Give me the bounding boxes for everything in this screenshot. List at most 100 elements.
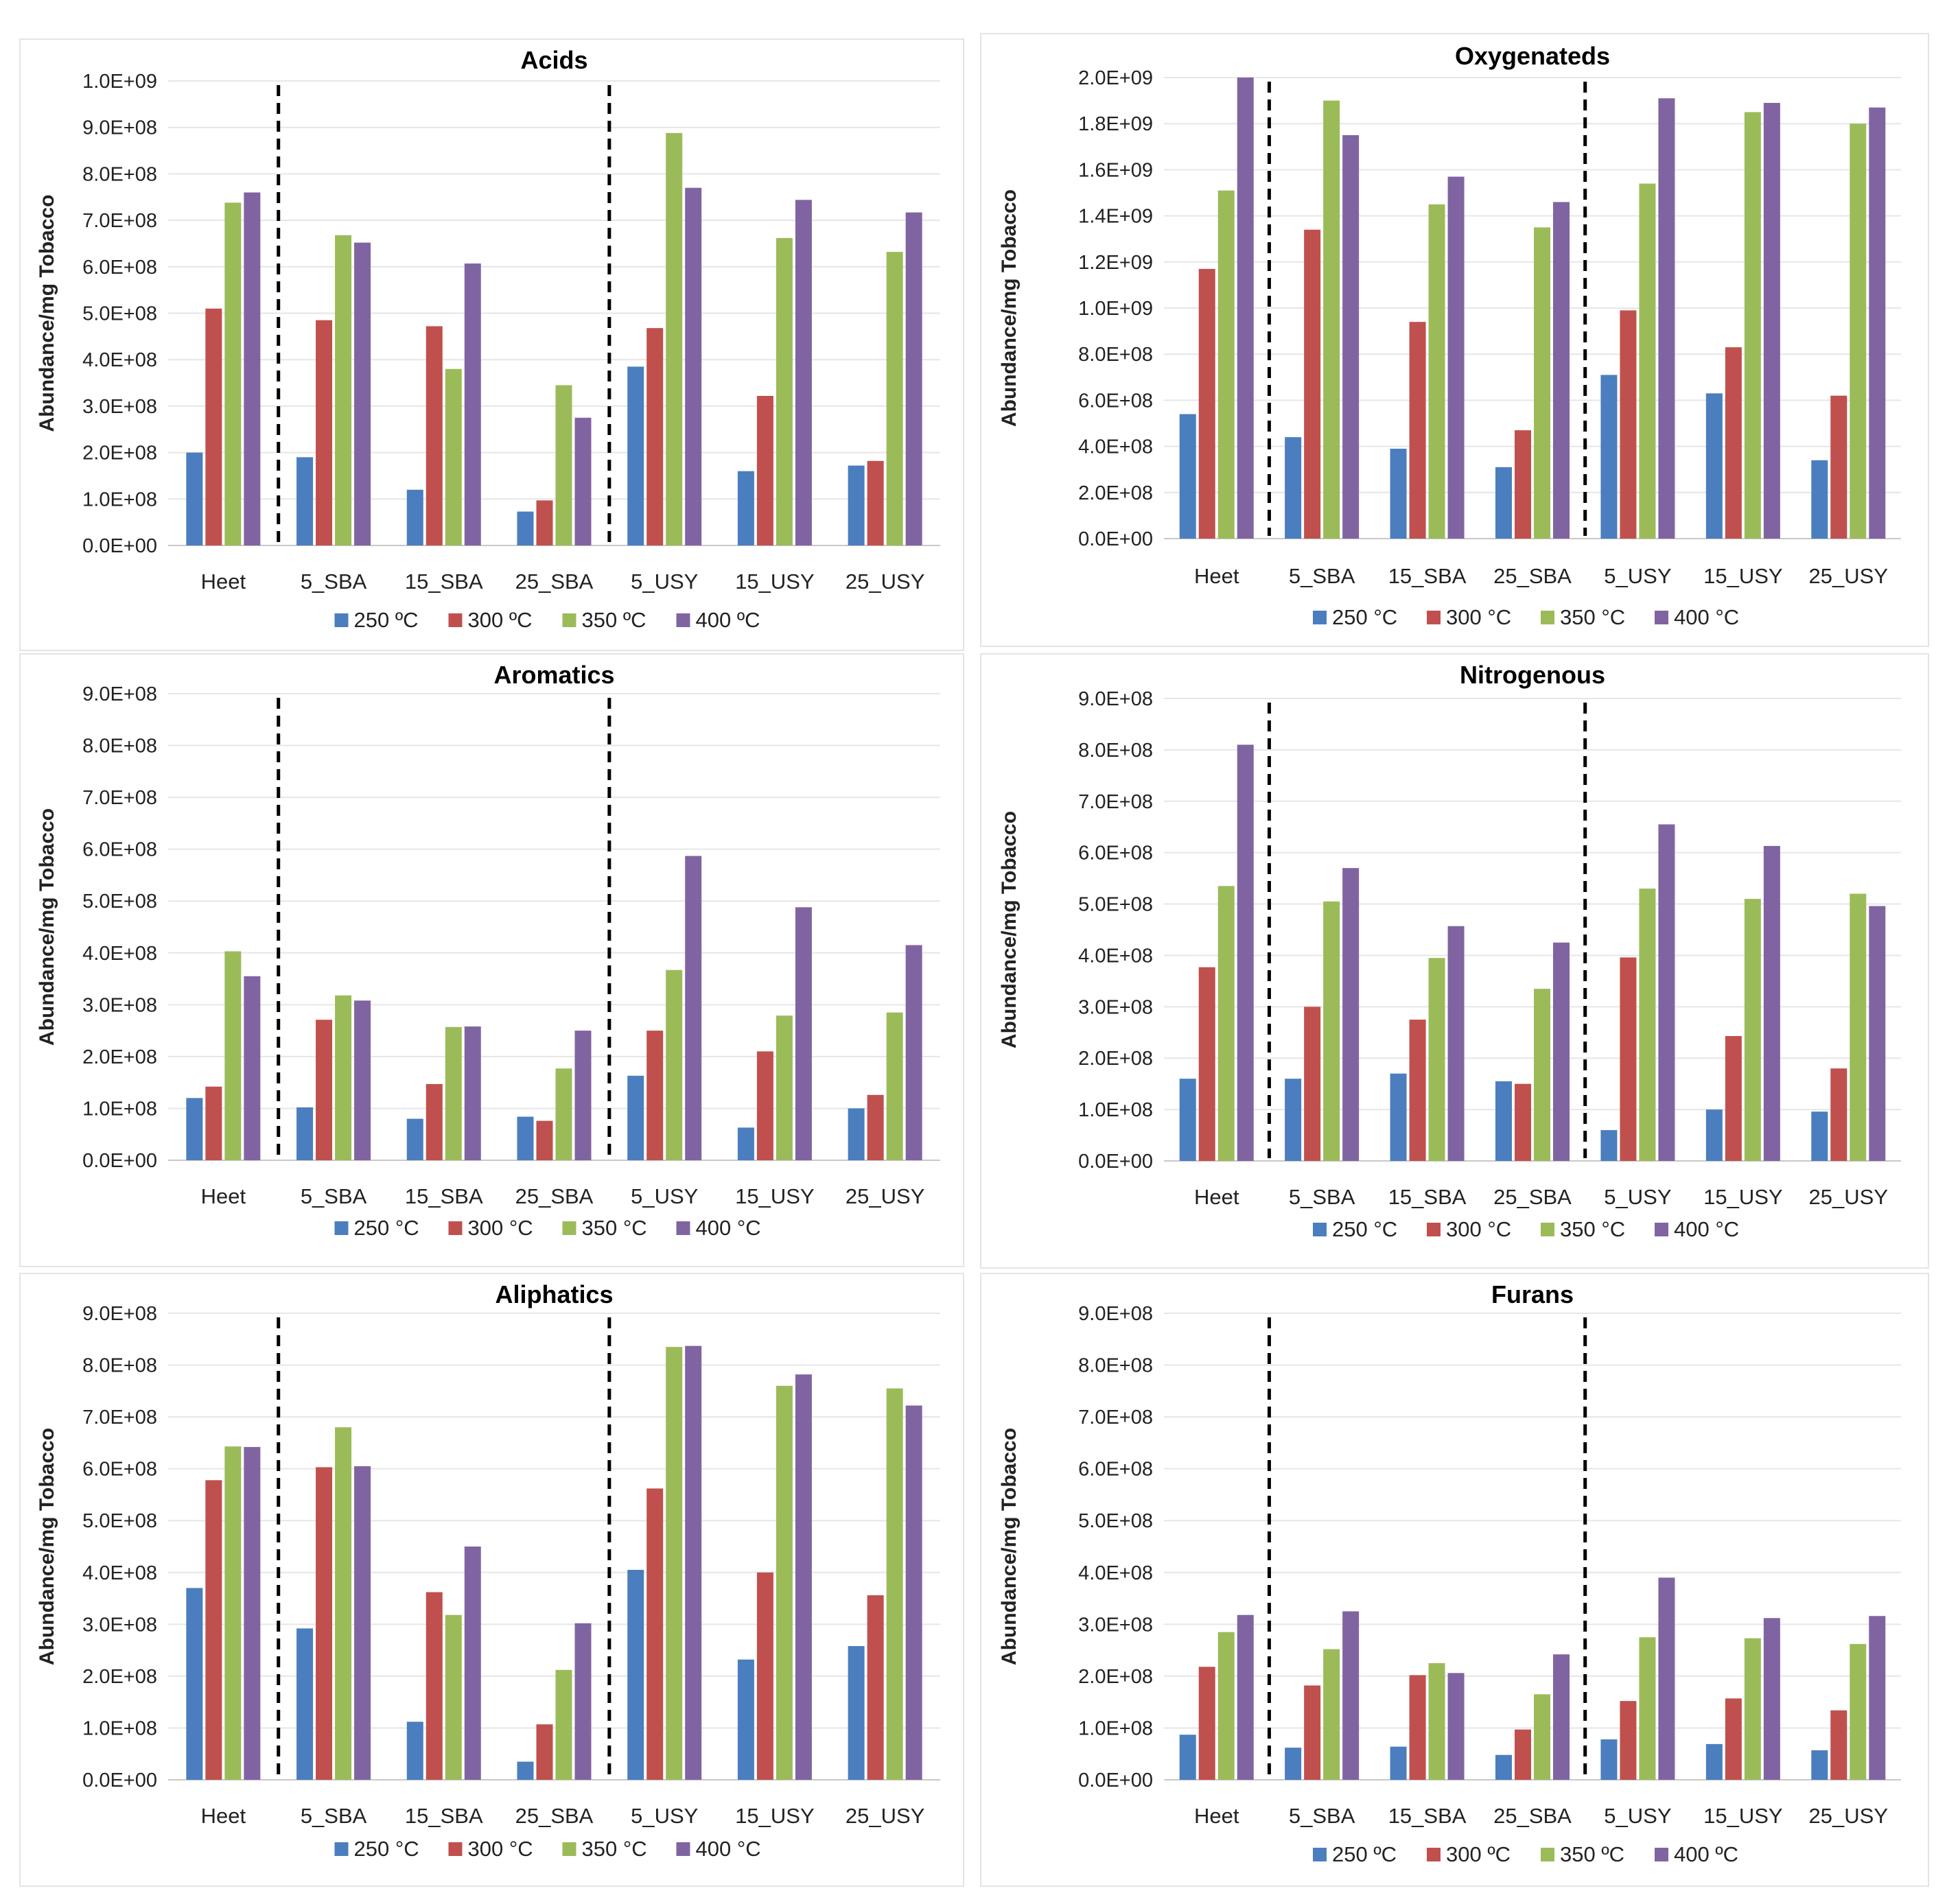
legend-label: 250 °C	[354, 1837, 419, 1861]
bar-25-usy-series-1	[1811, 1112, 1828, 1161]
y-tick-label: 7.0E+08	[1078, 1407, 1153, 1429]
y-tick-label: 8.0E+08	[82, 1355, 157, 1377]
bar-25-sba-series-1	[517, 511, 534, 545]
y-axis-label: Abundance/mg Tobacco	[998, 189, 1021, 427]
bar-heet-series-2	[1198, 268, 1215, 539]
bar-25-usy-series-2	[867, 1595, 884, 1780]
bar-5-sba-series-3	[1323, 1649, 1340, 1780]
bar-heet-series-1	[186, 1098, 203, 1160]
category-label-15-usy: 15_USY	[735, 1804, 814, 1828]
y-tick-label: 6.0E+08	[82, 1459, 157, 1481]
chart-svg: Aromatics 0.0E+00 1.0E+08 2.0E+08 3.0E+08 4.0…	[36, 661, 940, 1240]
legend-label: 400 ºC	[1674, 1842, 1738, 1866]
legend-label: 400 °C	[696, 1837, 761, 1861]
y-tick-label: 5.0E+08	[82, 303, 157, 325]
legend-label: 350 °C	[582, 1216, 647, 1240]
bar-heet-series-2	[205, 308, 222, 545]
bar-25-usy-series-4	[905, 1405, 922, 1780]
bar-25-sba-series-3	[555, 385, 572, 545]
bar-5-sba-series-4	[354, 1000, 371, 1160]
bar-25-usy-series-3	[886, 1012, 903, 1160]
bar-5-usy-series-3	[1639, 889, 1656, 1161]
category-label-5-sba: 5_SBA	[1289, 564, 1355, 588]
bar-25-sba-series-4	[574, 417, 592, 545]
bar-15-usy-series-4	[1763, 1618, 1780, 1780]
bar-5-sba-series-2	[1304, 1007, 1321, 1161]
bar-15-usy-series-4	[1763, 845, 1780, 1161]
bar-15-usy-series-1	[737, 1659, 754, 1780]
y-tick-label: 5.0E+08	[82, 1510, 157, 1532]
bar-15-usy-series-2	[756, 1572, 773, 1780]
bar-25-sba-series-2	[1515, 1083, 1531, 1161]
y-tick-label: 9.0E+08	[1078, 1303, 1153, 1325]
bar-15-usy-series-1	[737, 471, 754, 545]
bar-25-usy-series-2	[1830, 1068, 1847, 1161]
bar-5-usy-series-2	[646, 1488, 664, 1780]
bar-15-usy-series-3	[776, 237, 793, 545]
bar-25-usy-series-4	[1869, 107, 1886, 539]
y-axis-label: Abundance/mg Tobacco	[998, 811, 1021, 1048]
y-tick-label: 7.0E+08	[1078, 791, 1153, 813]
y-tick-label: 9.0E+08	[82, 1303, 157, 1325]
chart-title: Aromatics	[493, 661, 614, 689]
legend-swatch	[676, 1221, 690, 1235]
category-label-25-sba: 25_SBA	[515, 1184, 594, 1208]
bar-5-usy-series-4	[1658, 824, 1675, 1161]
legend-swatch	[1541, 611, 1554, 624]
category-label-heet: Heet	[201, 569, 246, 593]
y-tick-label: 5.0E+08	[1078, 1510, 1153, 1532]
bar-25-usy-series-4	[905, 212, 922, 545]
y-tick-label: 4.0E+08	[1078, 1562, 1153, 1584]
y-tick-label: 1.0E+08	[82, 489, 157, 510]
category-label-heet: Heet	[1194, 1185, 1239, 1209]
bar-15-sba-series-3	[445, 1614, 462, 1780]
category-label-5-sba: 5_SBA	[1289, 1185, 1355, 1209]
chart-title: Acids	[520, 46, 587, 74]
bar-15-sba-series-3	[445, 1026, 462, 1160]
bar-15-sba-series-4	[464, 263, 481, 545]
bar-15-sba-series-3	[1428, 1663, 1445, 1780]
y-tick-label: 4.0E+08	[1078, 436, 1153, 458]
bar-15-sba-series-2	[425, 326, 443, 545]
y-tick-label: 4.0E+08	[82, 349, 157, 371]
bar-15-sba-series-1	[406, 1721, 423, 1780]
bar-5-usy-series-2	[1620, 957, 1637, 1161]
bar-15-sba-series-4	[1447, 1673, 1465, 1780]
category-label-5-usy: 5_USY	[1604, 1185, 1671, 1209]
bar-5-sba-series-3	[1323, 901, 1340, 1161]
y-tick-label: 9.0E+08	[1078, 688, 1153, 710]
legend-swatch	[1655, 611, 1668, 624]
bar-25-usy-series-2	[867, 460, 884, 545]
y-tick-label: 8.0E+08	[1078, 740, 1153, 762]
bar-15-sba-series-3	[1428, 958, 1445, 1161]
legend-label: 250 °C	[1332, 605, 1397, 629]
category-label-25-usy: 25_USY	[1809, 1804, 1888, 1828]
bar-5-usy-series-4	[685, 1345, 702, 1780]
chart-panel-oxygenateds: Oxygenateds 0.0E+00 2.0E+08 4.0E+08 6.0E+08 8…	[980, 33, 1929, 647]
y-axis-label: Abundance/mg Tobacco	[36, 194, 58, 432]
bar-15-usy-series-1	[1705, 1743, 1723, 1780]
bar-25-sba-series-4	[1553, 942, 1570, 1161]
bar-5-sba-series-1	[296, 1107, 314, 1160]
category-label-5-sba: 5_SBA	[1289, 1804, 1355, 1828]
category-label-25-sba: 25_SBA	[1493, 1185, 1572, 1209]
legend-label: 400 °C	[1674, 1217, 1739, 1241]
bar-15-sba-series-2	[1409, 1020, 1426, 1161]
bar-heet-series-3	[1217, 1632, 1235, 1780]
bar-5-usy-series-3	[666, 969, 683, 1160]
y-tick-label: 4.0E+08	[82, 943, 157, 965]
category-label-15-usy: 15_USY	[1703, 1185, 1782, 1209]
bar-25-sba-series-2	[536, 500, 553, 545]
y-tick-label: 4.0E+08	[82, 1562, 157, 1584]
bar-15-sba-series-2	[425, 1592, 443, 1780]
legend-label: 350 °C	[1560, 605, 1625, 629]
y-tick-label: 9.0E+08	[82, 117, 157, 139]
y-tick-label: 0.0E+00	[1078, 1151, 1153, 1173]
y-tick-label: 4.0E+08	[1078, 945, 1153, 967]
y-tick-label: 0.0E+00	[82, 1150, 157, 1172]
bar-5-usy-series-4	[1658, 98, 1675, 539]
category-label-25-usy: 25_USY	[846, 569, 924, 593]
category-label-15-sba: 15_SBA	[405, 1804, 483, 1828]
legend-label: 300 °C	[468, 1216, 533, 1240]
